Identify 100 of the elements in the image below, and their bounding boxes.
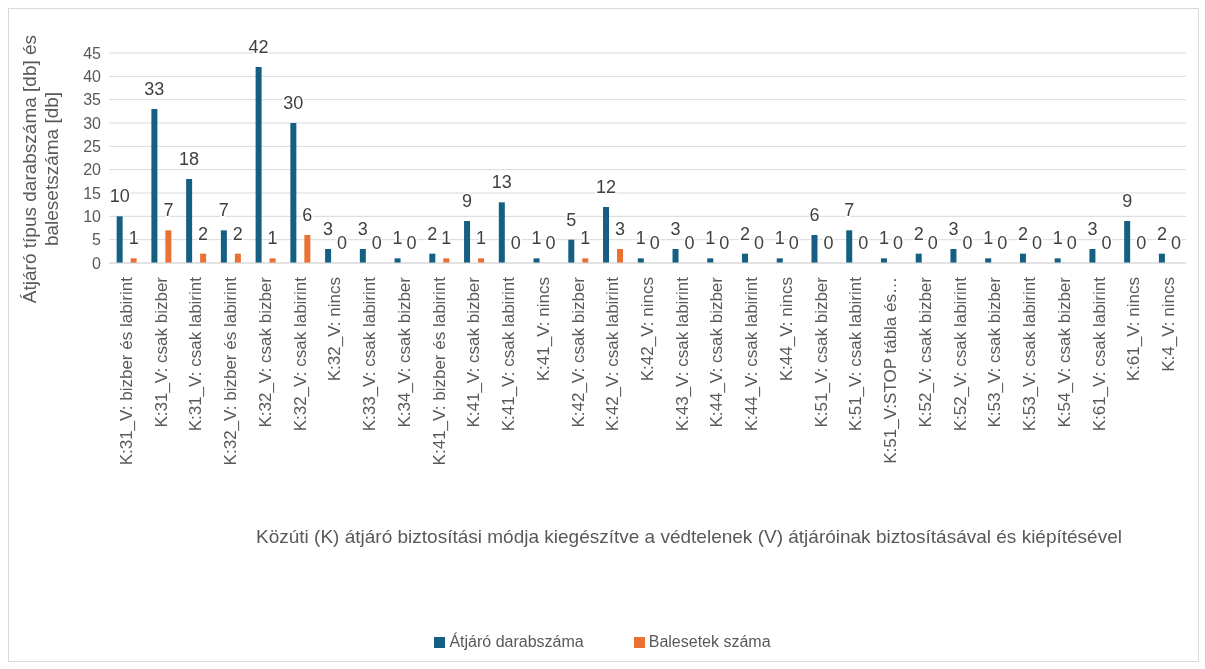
data-label: 0 bbox=[719, 233, 730, 253]
data-label: 0 bbox=[927, 233, 938, 253]
data-label: 7 bbox=[163, 200, 174, 221]
data-label: 1 bbox=[267, 228, 278, 249]
data-label: 1 bbox=[580, 228, 591, 249]
data-label: 42 bbox=[248, 37, 269, 57]
y-axis-title: Átjáró típus darabszáma [db] és balesetszáma [db] bbox=[19, 33, 63, 306]
bar bbox=[950, 249, 957, 263]
x-tick-label: K:31_V: bizber és labirint bbox=[116, 276, 136, 466]
data-label: 0 bbox=[858, 233, 869, 253]
bar bbox=[568, 239, 575, 263]
x-tick-label: K:52_V: csak bizber bbox=[915, 276, 935, 428]
x-tick-label: K:31_V: csak labirint bbox=[186, 276, 206, 432]
x-tick-label: K:4_V: nincs bbox=[1159, 277, 1179, 372]
bar bbox=[359, 249, 366, 263]
data-label: 0 bbox=[1031, 233, 1042, 253]
data-label: 3 bbox=[1087, 219, 1098, 239]
data-label: 13 bbox=[491, 172, 512, 193]
data-label: 2 bbox=[913, 223, 924, 244]
x-tick-label: K:41_V: csak labirint bbox=[499, 276, 519, 432]
data-label: 0 bbox=[823, 233, 834, 253]
x-tick-label: K:53_V: csak bizber bbox=[985, 276, 1005, 428]
data-label: 30 bbox=[283, 93, 304, 113]
bar bbox=[290, 123, 297, 263]
data-label: 1 bbox=[392, 228, 403, 249]
data-label: 3 bbox=[357, 219, 368, 239]
data-label: 1 bbox=[705, 228, 716, 249]
data-label: 18 bbox=[179, 149, 200, 169]
x-tick-label: K:41_V: nincs bbox=[533, 277, 553, 382]
bar bbox=[165, 230, 172, 263]
y-tick-label: 30 bbox=[83, 114, 102, 132]
data-label: 0 bbox=[371, 233, 382, 253]
data-label: 3 bbox=[948, 219, 959, 239]
x-tick-label: K:51_V: csak bizber bbox=[811, 276, 831, 428]
y-tick-label: 15 bbox=[83, 184, 102, 202]
y-tick-label: 20 bbox=[83, 161, 102, 179]
x-tick-label: K:42_V: nincs bbox=[638, 277, 657, 382]
data-label: 0 bbox=[1066, 233, 1077, 253]
x-tick-label: K:61_V: nincs bbox=[1124, 277, 1144, 382]
data-label: 0 bbox=[1101, 233, 1112, 253]
data-label: 3 bbox=[670, 219, 681, 239]
data-label: 9 bbox=[462, 191, 473, 211]
x-tick-label: K:34_V: csak bizber bbox=[394, 276, 414, 428]
x-tick-label: K:51_V: csak labirint bbox=[846, 276, 866, 432]
data-label: 1 bbox=[983, 228, 994, 249]
data-label: 0 bbox=[510, 233, 521, 253]
data-label: 0 bbox=[545, 233, 556, 253]
data-label: 1 bbox=[476, 228, 487, 249]
data-label: 6 bbox=[302, 205, 313, 225]
data-label: 3 bbox=[323, 219, 334, 239]
bar bbox=[811, 235, 818, 263]
y-tick-label: 10 bbox=[83, 208, 102, 226]
data-label: 1 bbox=[774, 228, 785, 249]
x-tick-label: K:53_V: csak labirint bbox=[1020, 276, 1040, 432]
data-label: 3 bbox=[615, 219, 626, 239]
data-label: 0 bbox=[1170, 233, 1181, 253]
x-tick-label: K:32_V: csak bizber bbox=[255, 276, 275, 428]
data-label: 7 bbox=[844, 200, 855, 221]
y-tick-label: 25 bbox=[83, 138, 102, 156]
data-label: 2 bbox=[1156, 223, 1167, 244]
x-tick-label: K:42_V: csak bizber bbox=[568, 276, 588, 428]
x-tick-label: K:44_V: csak bizber bbox=[707, 276, 727, 428]
data-label: 7 bbox=[218, 200, 229, 221]
data-label: 2 bbox=[198, 223, 209, 244]
x-axis-title: Közúti (K) átjáró biztosítási módja kiegészítve a védtelenek (V) átjáróinak biztosításával és kiépítésével bbox=[255, 525, 1123, 549]
x-tick-label: K:32_V: csak labirint bbox=[290, 276, 310, 432]
data-label: 2 bbox=[427, 223, 438, 244]
data-label: 2 bbox=[739, 223, 751, 244]
data-label: 1 bbox=[1052, 228, 1063, 249]
data-label: 1 bbox=[128, 228, 139, 249]
data-label: 0 bbox=[1136, 233, 1147, 253]
x-tick-label: K:41_V: csak bizber bbox=[464, 276, 484, 428]
data-label: 0 bbox=[753, 233, 765, 253]
data-label: 0 bbox=[406, 233, 417, 253]
bar bbox=[846, 230, 853, 263]
data-label: 0 bbox=[997, 233, 1008, 253]
data-label: 1 bbox=[441, 228, 452, 249]
bar bbox=[186, 179, 193, 263]
data-label: 10 bbox=[109, 186, 130, 207]
bar bbox=[464, 221, 471, 263]
x-tick-label: K:41_V: bizber és labirint bbox=[429, 276, 449, 466]
x-tick-label: K:43_V: csak labirint bbox=[672, 276, 692, 432]
bar bbox=[603, 207, 610, 263]
x-tick-label: K:42_V: csak labirint bbox=[603, 276, 623, 432]
x-tick-label: K:33_V: csak labirint bbox=[360, 276, 380, 432]
data-label: 0 bbox=[337, 233, 348, 253]
x-tick-label: K:61_V: csak labirint bbox=[1089, 276, 1109, 432]
bar bbox=[255, 67, 262, 263]
data-label: 0 bbox=[788, 233, 799, 253]
y-tick-label: 35 bbox=[83, 91, 102, 109]
bar bbox=[1089, 249, 1096, 263]
bar bbox=[672, 249, 679, 263]
data-label: 1 bbox=[878, 228, 889, 249]
bar bbox=[1124, 221, 1131, 263]
data-label: 0 bbox=[892, 233, 903, 253]
x-tick-label: K:54_V: csak bizber bbox=[1054, 276, 1074, 428]
x-tick-label: K:51_V:STOP tábla és… bbox=[881, 277, 901, 464]
data-label: 9 bbox=[1122, 191, 1133, 211]
bar bbox=[116, 216, 123, 263]
data-label: 5 bbox=[566, 209, 577, 230]
